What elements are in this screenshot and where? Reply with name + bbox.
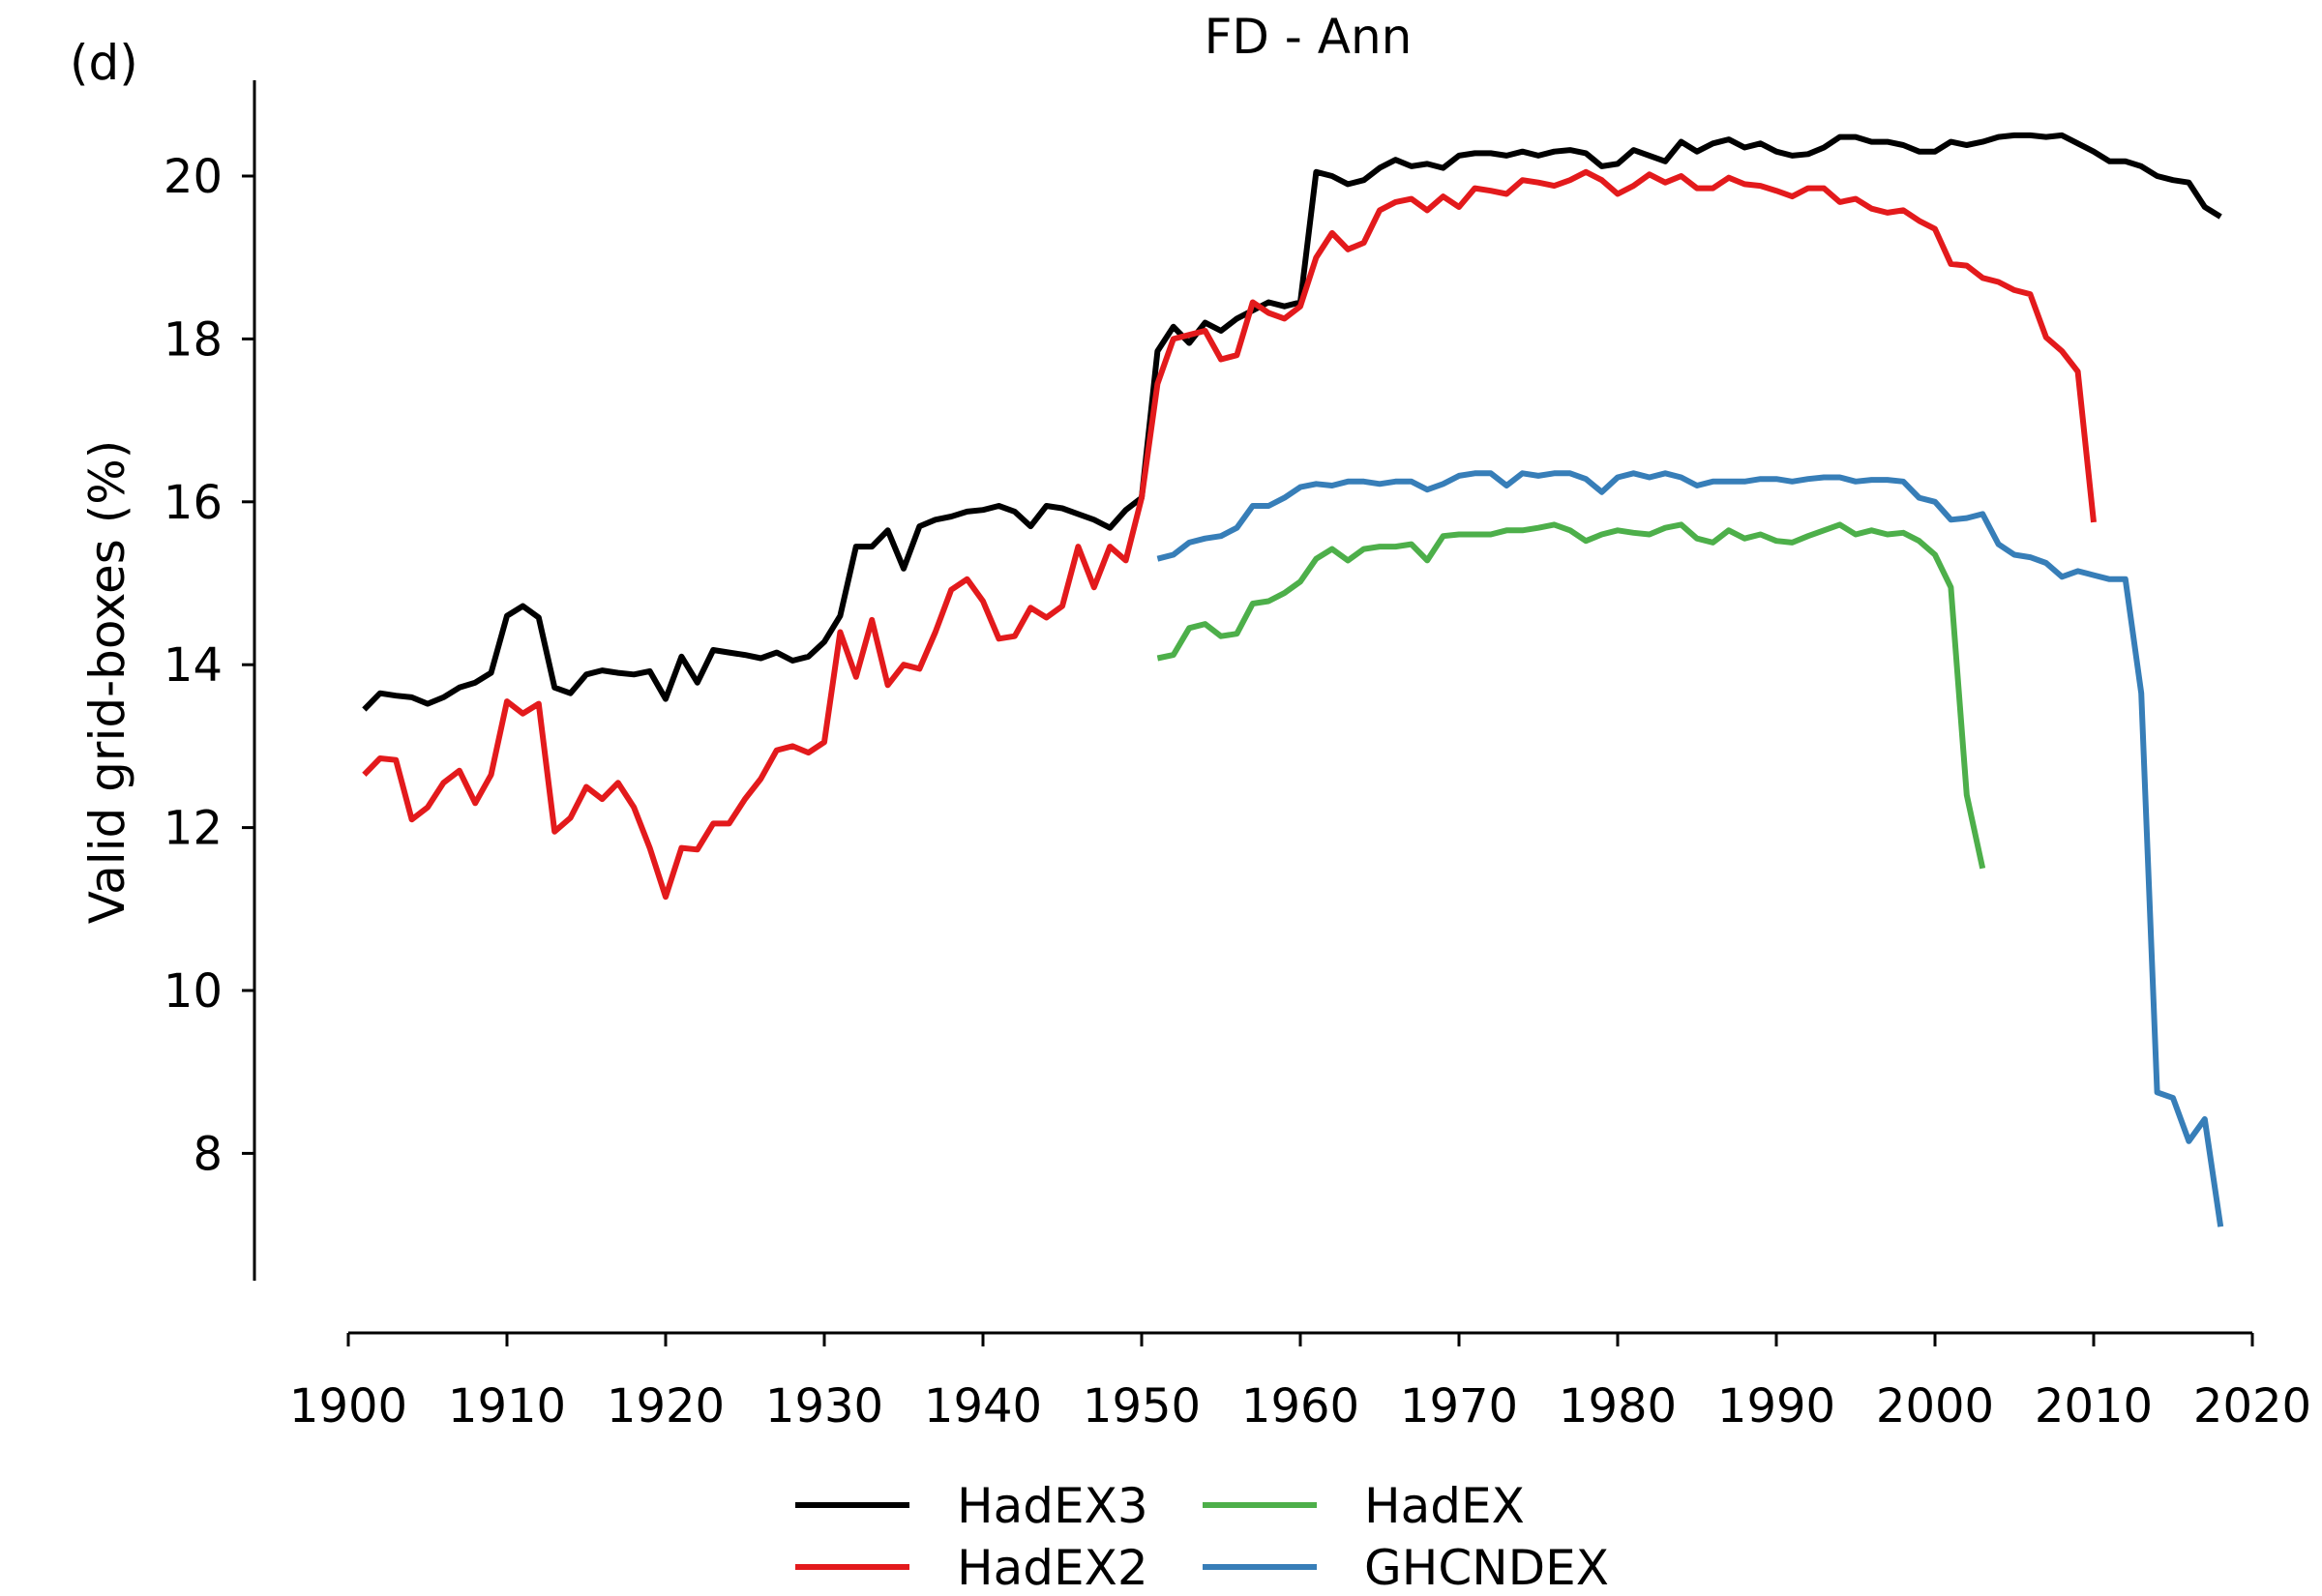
x-tick-label: 2020 — [2193, 1379, 2311, 1433]
x-tick-label: 1910 — [448, 1379, 566, 1433]
y-tick-label: 14 — [164, 638, 223, 693]
series-lines — [362, 132, 2224, 1227]
x-tick-label: 1970 — [1400, 1379, 1518, 1433]
y-axis-ticks: 8 10 12 14 16 18 20 — [164, 150, 254, 1181]
x-tick-label: 2000 — [1876, 1379, 1994, 1433]
y-tick-label: 10 — [164, 964, 223, 1019]
y-tick-label: 16 — [164, 476, 223, 530]
chart-title: FD - Ann — [1205, 9, 1413, 65]
legend-label-hadex3: HadEX3 — [957, 1478, 1148, 1534]
y-axis-label: Valid grid-boxes (%) — [79, 440, 135, 924]
x-tick-label: 1920 — [607, 1379, 725, 1433]
series-line-hadex2 — [362, 168, 2097, 901]
x-tick-label: 1960 — [1241, 1379, 1359, 1433]
y-tick-label: 12 — [164, 802, 223, 856]
x-axis-ticks: 1900 1910 1920 1930 1940 1950 1960 1970 1980 1990… — [289, 1333, 2311, 1433]
legend: HadEX3 HadEX2 HadEX GHCNDEX — [795, 1478, 1609, 1596]
y-tick-label: 20 — [164, 150, 223, 204]
legend-label-ghcndex: GHCNDEX — [1364, 1540, 1609, 1596]
legend-label-hadex: HadEX — [1364, 1478, 1525, 1534]
x-tick-label: 1940 — [924, 1379, 1042, 1433]
x-tick-label: 2010 — [2035, 1379, 2153, 1433]
x-tick-label: 1950 — [1083, 1379, 1201, 1433]
series-line-hadex — [1156, 521, 1986, 870]
series-line-ghcndex — [1156, 470, 2224, 1227]
panel-label: (d) — [70, 35, 138, 91]
y-tick-label: 8 — [193, 1127, 223, 1181]
x-tick-label: 1980 — [1559, 1379, 1677, 1433]
x-tick-label: 1990 — [1717, 1379, 1835, 1433]
x-tick-label: 1900 — [289, 1379, 407, 1433]
x-tick-label: 1930 — [765, 1379, 883, 1433]
series-line-hadex3 — [362, 132, 2222, 712]
y-tick-label: 18 — [164, 312, 223, 367]
legend-label-hadex2: HadEX2 — [957, 1540, 1148, 1596]
